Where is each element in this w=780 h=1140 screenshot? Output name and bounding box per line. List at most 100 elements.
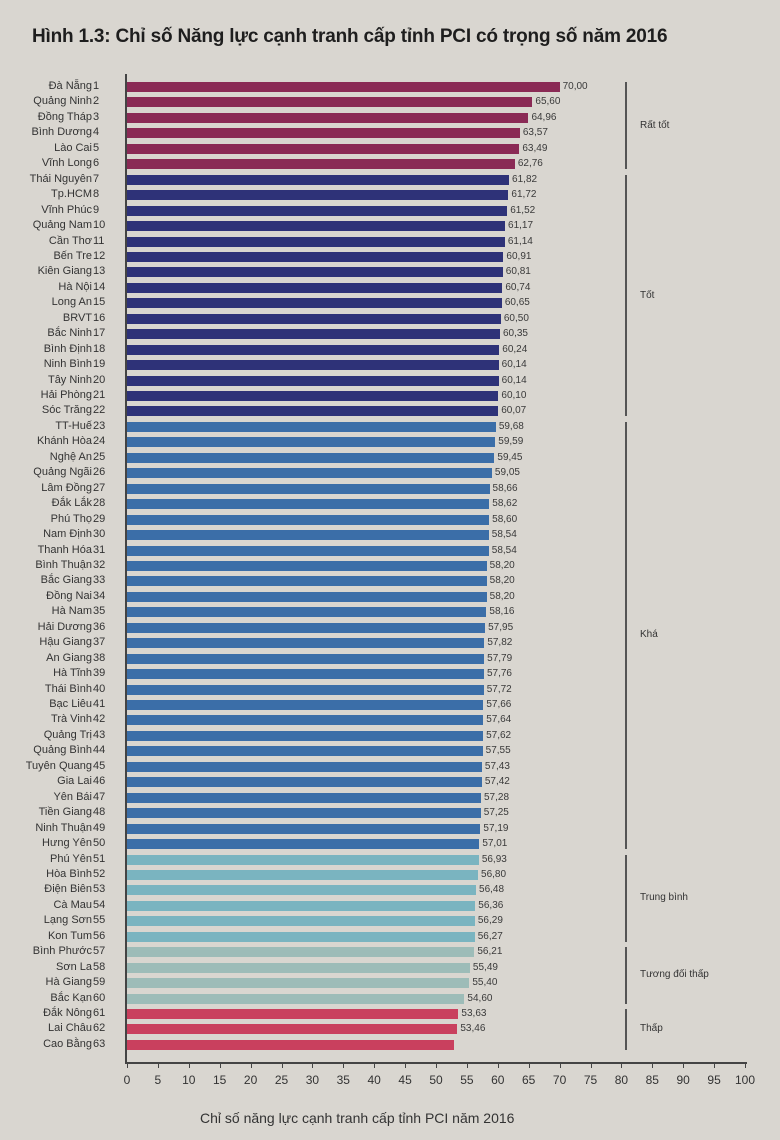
value-label: 57,42	[484, 776, 510, 788]
province-label: Tuyên Quang	[25, 759, 92, 772]
group-bracket	[625, 1009, 627, 1050]
bar-row: Trà Vinh 42 57,64	[0, 713, 780, 728]
province-label: Đồng Tháp	[37, 110, 92, 123]
value-label: 59,05	[494, 467, 520, 479]
rank-label: 12	[93, 249, 106, 262]
bar	[127, 638, 485, 649]
province-label: Kiên Giang	[37, 265, 92, 278]
bar	[127, 282, 503, 293]
bar-row: Bắc Kạn 60 54,60	[0, 992, 780, 1007]
value-label: 60,74	[505, 281, 531, 293]
value-label: 56,36	[478, 899, 504, 911]
bar	[127, 174, 510, 185]
group-label: Thấp	[640, 1023, 663, 1035]
bar-row: Quảng Trị 43 57,62	[0, 729, 780, 744]
x-tick-label: 90	[676, 1073, 690, 1087]
bar-row: Bắc Giang 33 58,20	[0, 574, 780, 589]
bar-row: Ninh Bình 19 60,14	[0, 358, 780, 373]
y-axis-line	[125, 74, 127, 1064]
value-label: 61,14	[507, 235, 533, 247]
rank-label: 30	[93, 528, 106, 541]
rank-label: 2	[93, 95, 100, 108]
rank-label: 43	[93, 728, 106, 741]
rank-label: 18	[93, 342, 106, 355]
bar	[127, 962, 470, 973]
rank-label: 51	[93, 852, 106, 865]
province-label: Quảng Trị	[43, 728, 92, 741]
province-label: Quảng Nam	[32, 219, 92, 232]
bar	[127, 391, 499, 401]
value-label: 65,60	[535, 96, 561, 108]
rank-label: 48	[93, 806, 106, 819]
bar	[127, 978, 470, 989]
province-label: Bắc Kạn	[50, 991, 92, 1004]
rank-label: 54	[93, 898, 106, 911]
bar-row: Tây Ninh 20 60,14	[0, 374, 780, 389]
bar	[127, 360, 499, 371]
bar	[127, 1039, 455, 1050]
bar-row: An Giang 38 57,79	[0, 652, 780, 667]
bar	[127, 406, 499, 417]
x-tick	[528, 1062, 530, 1068]
bar-row: Gia Lai 46 57,42	[0, 775, 780, 790]
province-label: Đắk Lắk	[51, 497, 92, 510]
province-label: Hải Phòng	[40, 389, 92, 401]
bar-row: Đắk Lắk 28 58,62	[0, 497, 780, 512]
value-label: 58,62	[492, 498, 518, 510]
value-label: 58,66	[492, 482, 518, 494]
x-tick-label: 55	[460, 1073, 474, 1087]
bar	[127, 885, 477, 896]
bar-row: BRVT 16 60,50	[0, 312, 780, 327]
x-tick	[466, 1062, 468, 1068]
bar-row: Khánh Hòa 24 59,59	[0, 435, 780, 450]
rank-label: 14	[93, 280, 106, 293]
rank-label: 63	[93, 1037, 106, 1050]
rank-label: 31	[93, 543, 106, 556]
province-label: Phú Yên	[49, 852, 92, 865]
bar	[127, 452, 495, 463]
bar-row: Tp.HCM 8 61,72	[0, 188, 780, 203]
x-tick	[127, 1062, 128, 1068]
rank-label: 9	[93, 203, 100, 216]
value-label: 56,27	[477, 930, 503, 942]
group-label: Rất tốt	[640, 119, 670, 131]
bar	[127, 792, 481, 803]
rank-label: 8	[93, 188, 100, 201]
x-tick-label: 50	[429, 1073, 443, 1087]
x-tick	[281, 1062, 283, 1068]
bar	[127, 143, 520, 154]
province-label: Quảng Ngãi	[33, 466, 92, 479]
rank-label: 4	[93, 126, 100, 139]
rank-label: 17	[93, 327, 106, 340]
group-bracket	[625, 947, 627, 1004]
rank-label: 3	[93, 110, 100, 123]
bar	[127, 823, 481, 834]
bar	[127, 607, 487, 618]
rank-label: 35	[93, 605, 106, 618]
province-label: Khánh Hòa	[36, 435, 92, 448]
province-label: Ninh Bình	[43, 358, 92, 371]
bar	[127, 251, 504, 262]
rank-label: 39	[93, 667, 106, 680]
bar	[127, 483, 490, 494]
province-label: Bạc Liêu	[49, 698, 92, 710]
value-label: 57,64	[486, 714, 512, 726]
x-tick-label: 65	[522, 1073, 536, 1087]
bar	[127, 761, 482, 772]
province-label: Thanh Hóa	[37, 543, 92, 556]
value-label: 60,14	[501, 374, 527, 386]
province-label: Hải Dương	[37, 620, 92, 633]
bar	[127, 514, 490, 525]
value-label: 57,25	[483, 807, 509, 819]
bar-row: Điện Biên 53 56,48	[0, 883, 780, 898]
value-label: 57,72	[486, 683, 512, 695]
province-label: Sơn La	[56, 960, 92, 973]
bar	[127, 854, 479, 865]
x-tick	[188, 1062, 190, 1068]
x-tick-label: 80	[614, 1073, 629, 1087]
bar	[127, 499, 490, 510]
group-bracket	[625, 82, 627, 170]
bar-row: Bạc Liêu 41 57,66	[0, 698, 780, 713]
bar-row: Phú Yên 51 56,93	[0, 853, 780, 868]
province-label: Yên Bái	[53, 790, 92, 803]
